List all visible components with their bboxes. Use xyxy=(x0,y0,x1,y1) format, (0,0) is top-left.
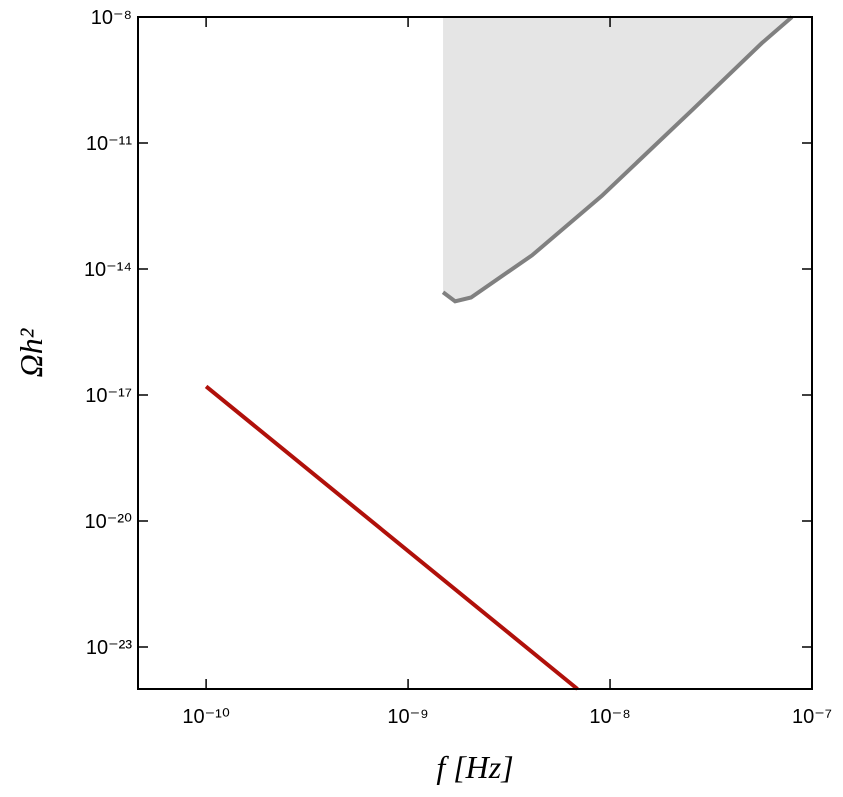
x-tick-label: 10⁻⁹ xyxy=(387,706,428,728)
plot-frame xyxy=(137,16,813,690)
y-tick-label: 10⁻¹⁴ xyxy=(84,259,132,281)
x-tick-label: 10⁻⁸ xyxy=(589,706,630,728)
y-tick-label: 10⁻²⁰ xyxy=(85,511,132,533)
x-axis-label: f [Hz] xyxy=(436,749,513,785)
shaded-region xyxy=(443,17,792,302)
y-tick-label: 10⁻¹⁷ xyxy=(85,385,132,407)
y-tick-label: 10⁻²³ xyxy=(86,637,132,659)
series-line xyxy=(204,384,579,691)
x-tick-label: 10⁻¹⁰ xyxy=(182,706,229,728)
x-tick-label: 10⁻⁷ xyxy=(792,706,832,728)
y-tick-label: 10⁻¹¹ xyxy=(86,133,132,155)
y-axis-label: Ωh² xyxy=(13,327,49,377)
series-line xyxy=(441,15,794,304)
y-tick-label: 10⁻⁸ xyxy=(91,7,132,29)
